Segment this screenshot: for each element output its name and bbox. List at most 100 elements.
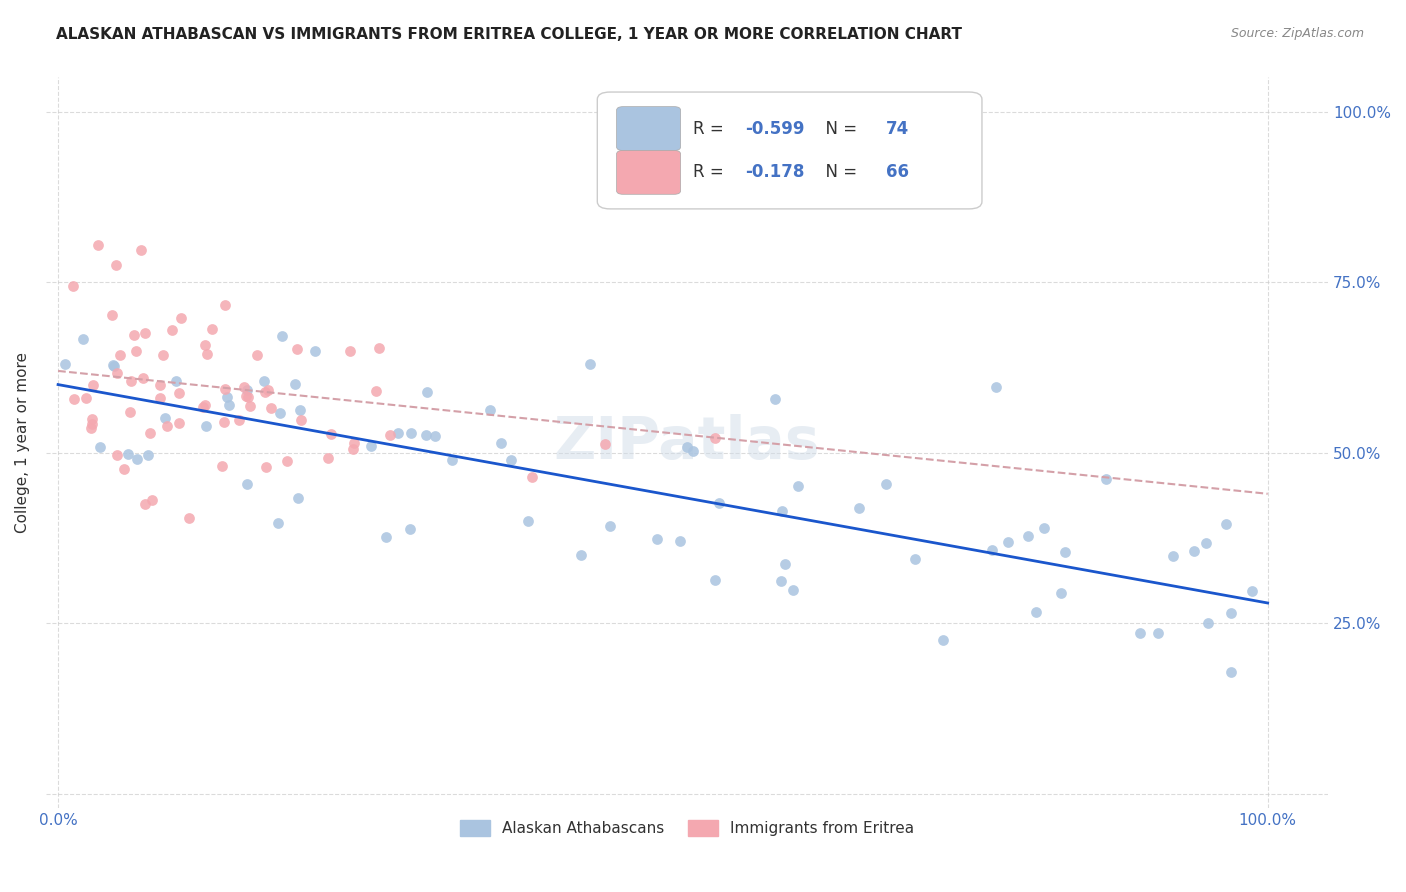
Point — [579, 357, 602, 371]
Point — [787, 479, 810, 493]
Point — [80, 421, 103, 435]
Point — [270, 328, 292, 343]
Point — [177, 511, 200, 525]
Point — [1219, 606, 1241, 620]
Point — [399, 522, 422, 536]
Point — [1147, 626, 1170, 640]
Point — [1215, 517, 1237, 532]
Point — [415, 384, 437, 399]
Point — [233, 380, 256, 394]
Point — [903, 552, 925, 566]
Point — [360, 439, 382, 453]
Point — [149, 378, 172, 392]
Point — [134, 326, 156, 341]
Point — [218, 398, 240, 412]
Point — [167, 417, 190, 431]
Point — [339, 343, 361, 358]
Point — [368, 341, 391, 355]
Point — [194, 338, 217, 352]
Text: 66: 66 — [886, 163, 908, 181]
Point — [167, 386, 190, 401]
Point — [134, 497, 156, 511]
Point — [415, 428, 437, 442]
FancyBboxPatch shape — [598, 92, 981, 209]
Point — [489, 436, 512, 450]
Point — [141, 493, 163, 508]
Point — [100, 308, 122, 322]
Point — [156, 419, 179, 434]
Point — [105, 448, 128, 462]
Point — [1094, 471, 1116, 485]
Point — [228, 413, 250, 427]
Point — [214, 415, 236, 429]
Point — [253, 375, 276, 389]
Point — [1049, 586, 1071, 600]
Point — [246, 348, 269, 362]
Point — [1033, 521, 1056, 535]
Point — [104, 258, 127, 272]
Point — [267, 516, 290, 530]
Point — [194, 398, 217, 412]
Point — [387, 425, 409, 440]
Point — [101, 359, 124, 373]
Point — [239, 400, 262, 414]
Point — [1220, 665, 1243, 679]
Point — [1197, 616, 1219, 631]
Point — [984, 380, 1007, 394]
Point — [211, 459, 233, 474]
FancyBboxPatch shape — [617, 107, 681, 151]
Point — [669, 533, 692, 548]
Text: N =: N = — [815, 163, 863, 181]
Point — [72, 332, 94, 346]
Point — [195, 347, 218, 361]
Point — [709, 496, 731, 510]
Text: R =: R = — [693, 120, 730, 137]
Legend: Alaskan Athabascans, Immigrants from Eritrea: Alaskan Athabascans, Immigrants from Eri… — [451, 813, 922, 844]
Point — [112, 461, 135, 475]
Point — [118, 405, 141, 419]
Point — [254, 460, 277, 475]
Point — [284, 376, 307, 391]
Point — [773, 557, 796, 571]
Point — [108, 348, 131, 362]
Point — [645, 532, 668, 546]
Point — [253, 385, 276, 400]
Point — [125, 451, 148, 466]
Point — [117, 447, 139, 461]
Text: ZIPatlas: ZIPatlas — [554, 414, 820, 471]
Point — [75, 391, 97, 405]
Point — [401, 425, 423, 440]
Point — [682, 444, 704, 458]
FancyBboxPatch shape — [617, 151, 681, 194]
Point — [319, 427, 342, 442]
Point — [595, 437, 617, 451]
Point — [1184, 544, 1206, 558]
Point — [120, 374, 142, 388]
Point — [1161, 549, 1184, 564]
Point — [256, 383, 278, 397]
Point — [122, 328, 145, 343]
Point — [53, 357, 76, 371]
Point — [149, 391, 172, 405]
Point — [343, 436, 366, 450]
Point — [214, 382, 236, 396]
Point — [132, 371, 155, 385]
Point — [82, 412, 104, 426]
Point — [236, 477, 259, 491]
Point — [107, 366, 129, 380]
Point — [139, 426, 162, 441]
Point — [304, 343, 326, 358]
Point — [201, 322, 224, 336]
Point — [288, 403, 311, 417]
Point — [599, 519, 621, 533]
Point — [194, 419, 217, 434]
Point — [703, 431, 725, 445]
Text: -0.178: -0.178 — [745, 163, 804, 181]
Text: 74: 74 — [886, 120, 910, 137]
Point — [62, 279, 84, 293]
Point — [1240, 583, 1263, 598]
Point — [366, 384, 388, 399]
Point — [520, 470, 543, 484]
Point — [1053, 545, 1076, 559]
Text: R =: R = — [693, 163, 730, 181]
